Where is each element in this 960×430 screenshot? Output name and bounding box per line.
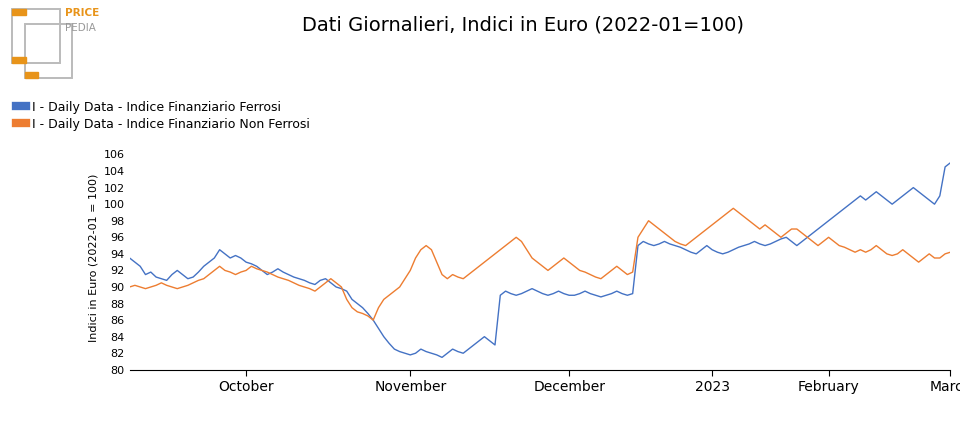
Text: Dati Giornalieri, Indici in Euro (2022-01=100): Dati Giornalieri, Indici in Euro (2022-0…	[302, 15, 744, 34]
Bar	[25, 72, 38, 78]
Text: PEDIA: PEDIA	[64, 23, 95, 33]
Y-axis label: Indici in Euro (2022-01 = 100): Indici in Euro (2022-01 = 100)	[88, 174, 98, 342]
Bar	[12, 57, 26, 63]
Legend: I - Daily Data - Indice Finanziario Ferrosi, I - Daily Data - Indice Finanziario: I - Daily Data - Indice Finanziario Ferr…	[16, 101, 310, 131]
Text: PRICE: PRICE	[64, 8, 99, 18]
Bar	[12, 9, 26, 15]
Bar	[25, 24, 72, 78]
Bar	[12, 9, 60, 63]
